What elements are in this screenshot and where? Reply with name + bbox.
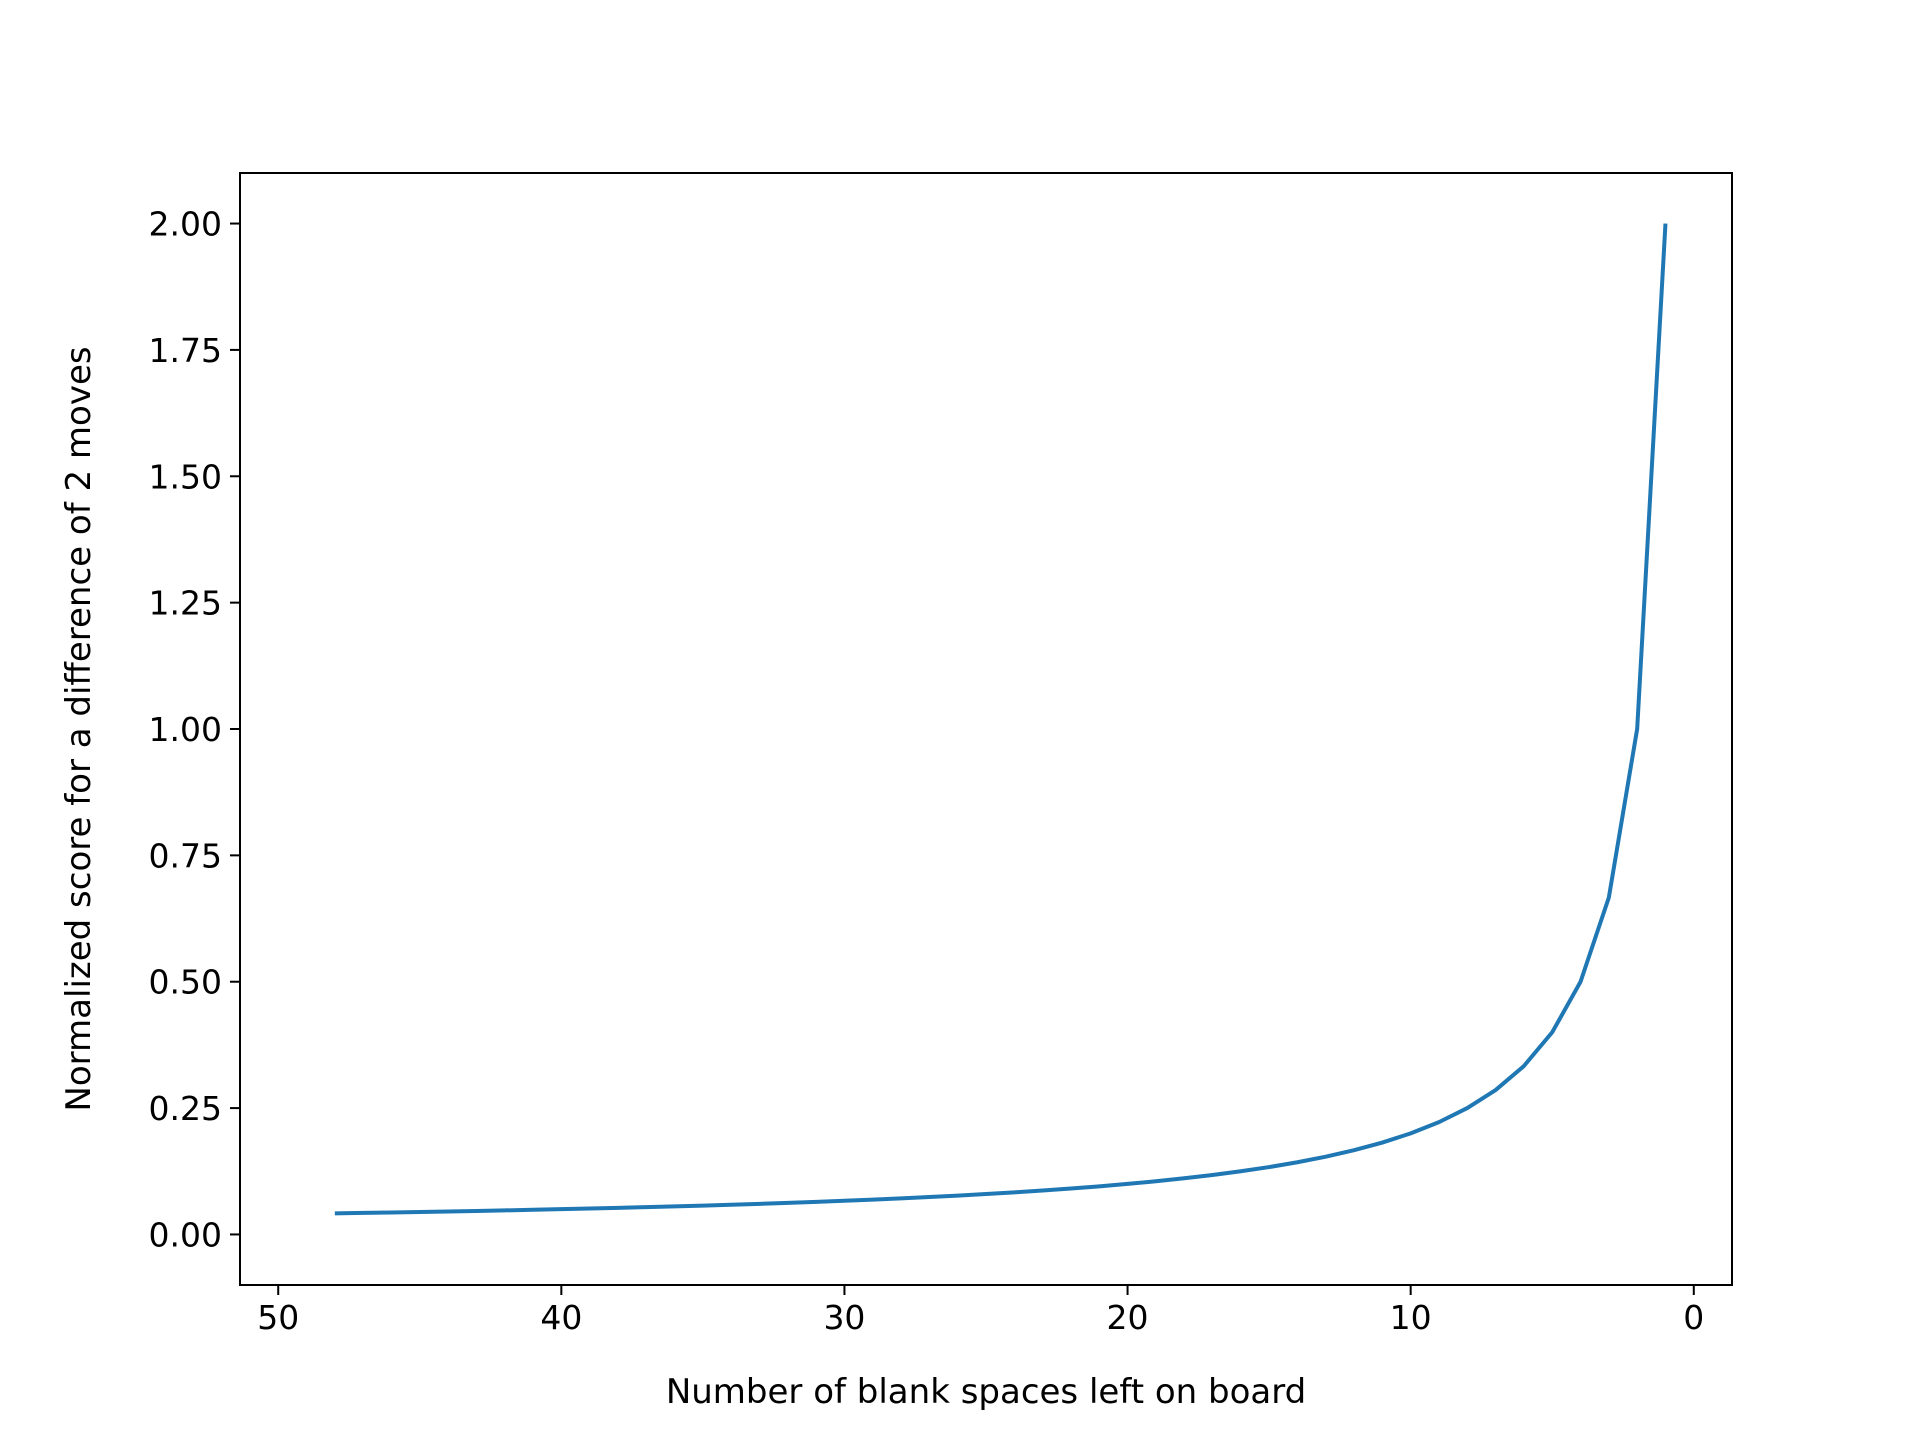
y-tick-label: 2.00: [149, 205, 222, 244]
y-axis-title: Normalized score for a difference of 2 m…: [59, 346, 99, 1111]
x-axis-title: Number of blank spaces left on board: [666, 1372, 1306, 1412]
y-tick-label: 1.75: [149, 331, 222, 370]
x-tick-label: 50: [257, 1298, 299, 1337]
x-tick-label: 10: [1390, 1298, 1432, 1337]
plot-area: [240, 173, 1732, 1285]
y-tick-label: 0.00: [149, 1215, 222, 1254]
x-tick-label: 40: [540, 1298, 582, 1337]
y-tick-label: 1.50: [149, 457, 222, 496]
series-line: [334, 223, 1668, 1216]
plot-frame: [239, 172, 1733, 1286]
x-axis-ticks: 50 40 30 20 10 0: [257, 1285, 1704, 1337]
series-layer: [334, 223, 1668, 1216]
y-tick-label: 0.25: [149, 1089, 222, 1128]
x-tick-label: 0: [1683, 1298, 1704, 1337]
x-tick-label: 30: [823, 1298, 865, 1337]
x-tick-label: 20: [1107, 1298, 1149, 1337]
y-axis-ticks: 0.00 0.25 0.50 0.75 1.00 1.25 1.50 1.75 2.00: [149, 205, 240, 1254]
y-tick-label: 1.00: [149, 710, 222, 749]
y-tick-label: 1.25: [149, 584, 222, 623]
y-tick-label: 0.50: [149, 963, 222, 1002]
y-tick-label: 0.75: [149, 836, 222, 875]
